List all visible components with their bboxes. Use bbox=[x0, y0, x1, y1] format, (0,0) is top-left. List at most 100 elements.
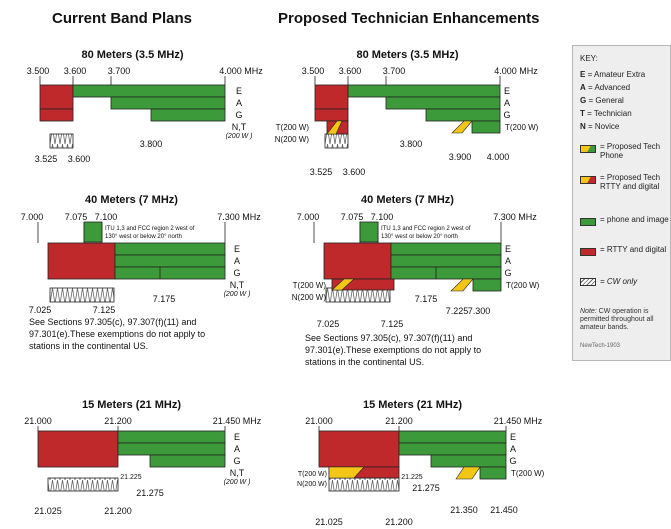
band-40m-tick-label: 7.075 bbox=[341, 212, 364, 222]
band-40m-license-label: G bbox=[233, 268, 240, 278]
band-80m-tick-label: 3.700 bbox=[108, 66, 131, 76]
rtty-segment bbox=[47, 242, 116, 280]
band-40m-footnote-line: stations in the continental US. bbox=[305, 357, 424, 367]
band-15m-bottom-label: 21.275 bbox=[136, 488, 164, 498]
band-80m-power-note: (200 W ) bbox=[226, 133, 253, 140]
band-15m-bottom-label: 21.225 bbox=[401, 474, 423, 481]
band-40m-bottom-label: 7.175 bbox=[153, 294, 176, 304]
cw-segment bbox=[328, 477, 400, 492]
band-80m-tick-label: 3.700 bbox=[383, 66, 406, 76]
proposed-rtty-segment bbox=[331, 278, 355, 291]
phone-segment bbox=[385, 96, 501, 110]
band-80m-tick-label: 3.500 bbox=[302, 66, 325, 76]
proposed-rtty-segment bbox=[326, 120, 343, 135]
itu-note: ITU 1,3 and FCC region 2 west of bbox=[105, 226, 195, 232]
band-40m-bottom-label: 7.125 bbox=[381, 319, 404, 329]
itu-segment bbox=[359, 221, 379, 243]
rtty-segment bbox=[314, 84, 349, 110]
phone-segment bbox=[390, 266, 502, 280]
band-15m-n-label: N(200 W) bbox=[297, 481, 327, 488]
band-40m-footnote-line: 97.301(e).These exemptions do not apply … bbox=[305, 345, 481, 355]
itu-note: 130° west or below 20° north bbox=[105, 234, 182, 240]
band-40m-bottom-label: 7.125 bbox=[93, 305, 116, 315]
band-15m-bottom-label: 21.200 bbox=[104, 506, 132, 516]
key-title: KEY: bbox=[580, 54, 598, 63]
key-license-technician: T = Technician bbox=[580, 109, 632, 118]
rtty-digital-swatch bbox=[580, 248, 596, 256]
proposed-plans-heading: Proposed Technician Enhancements bbox=[278, 10, 540, 27]
phone-image-swatch bbox=[580, 218, 596, 226]
band-80m-license-label: E bbox=[236, 86, 242, 96]
band-40m-license-label: G bbox=[504, 268, 511, 278]
key-license-novice: N = Novice bbox=[580, 122, 620, 131]
proposed-phone-segment bbox=[451, 120, 473, 134]
cw-segment bbox=[49, 133, 74, 149]
key-panel: KEY: E = Amateur Extra A = Advanced G = … bbox=[572, 45, 671, 361]
band-40m-title: 40 Meters (7 MHz) bbox=[85, 194, 178, 206]
band-40m-license-label: E bbox=[234, 244, 240, 254]
proposed-rtty-segment bbox=[328, 466, 365, 479]
band-40m-tick-label: 7.300 MHz bbox=[493, 212, 537, 222]
phone-segment bbox=[479, 466, 507, 480]
rtty-segment bbox=[39, 84, 74, 110]
band-15m-title: 15 Meters (21 MHz) bbox=[82, 399, 181, 411]
band-15m-license-label: G bbox=[233, 456, 240, 466]
proposed-phone-swatch bbox=[580, 145, 596, 153]
current-plans-heading: Current Band Plans bbox=[52, 10, 193, 27]
band-40m-bottom-label: 7.025 bbox=[317, 319, 340, 329]
band-15m-bottom-label: 21.350 bbox=[450, 505, 478, 515]
key-proposed-rtty: = Proposed Tech RTTY and digital bbox=[600, 173, 661, 191]
band-80m-license-label: G bbox=[503, 110, 510, 120]
phone-segment bbox=[425, 108, 501, 122]
proposed-phone-segment bbox=[450, 278, 474, 292]
phone-segment bbox=[390, 254, 502, 268]
key-license-extra: E = Amateur Extra bbox=[580, 70, 646, 79]
band-15m-bottom-label: 21.225 bbox=[120, 474, 142, 481]
band-40m-title: 40 Meters (7 MHz) bbox=[361, 194, 454, 206]
band-80m-bottom-label: 3.800 bbox=[140, 139, 163, 149]
band-15m-license-label: G bbox=[509, 456, 516, 466]
proposed-rtty-swatch bbox=[580, 176, 596, 184]
phone-segment bbox=[117, 430, 226, 444]
band-80m-title: 80 Meters (3.5 MHz) bbox=[81, 49, 183, 61]
phone-segment bbox=[347, 84, 501, 98]
cw-only-swatch bbox=[580, 278, 596, 286]
band-15m-license-label: A bbox=[234, 444, 240, 454]
phone-segment bbox=[472, 278, 502, 292]
band-80m-bottom-label: 3.900 bbox=[449, 152, 472, 162]
band-80m-bottom-label: 3.600 bbox=[68, 154, 91, 164]
phone-segment bbox=[150, 108, 226, 122]
phone-segment bbox=[117, 442, 226, 456]
cw-segment bbox=[47, 477, 119, 492]
key-note: Note: CW operation is permitted througho… bbox=[580, 308, 654, 331]
band-40m-license-label: A bbox=[234, 256, 240, 266]
rtty-segment bbox=[37, 430, 119, 468]
band-40m-footnote-line: 97.301(e).These exemptions do not apply … bbox=[29, 329, 205, 339]
band-40m-bottom-label: 7.225 bbox=[446, 306, 469, 316]
band-40m-license-label: E bbox=[505, 244, 511, 254]
phone-segment bbox=[110, 96, 226, 110]
band-15m-bottom-label: 21.200 bbox=[385, 517, 413, 527]
band-40m-tick-label: 7.000 bbox=[21, 212, 44, 222]
phone-segment bbox=[390, 242, 502, 256]
key-tag: NewTech-1903 bbox=[580, 343, 621, 349]
band-15m-bottom-label: 21.275 bbox=[412, 483, 440, 493]
band-80m-bottom-label: 3.525 bbox=[35, 154, 58, 164]
band-40m-footnote-line: See Sections 97.305(c), 97.307(f)(11) an… bbox=[305, 333, 472, 343]
key-cw-only: = CW only bbox=[600, 277, 638, 286]
phone-segment bbox=[398, 442, 507, 456]
phone-segment bbox=[430, 454, 507, 468]
proposed-phone-segment bbox=[455, 466, 481, 480]
band-80m-license-label: G bbox=[235, 110, 242, 120]
band-15m-license-label: N,T bbox=[230, 468, 245, 478]
band-plan-diagram: 80 Meters (3.5 MHz) 3.500 3.600 3.700 4.000 … bbox=[21, 49, 545, 527]
key-phone-image: = phone and image bbox=[600, 215, 669, 224]
band-80m-tick-label: 4.000 MHz bbox=[219, 66, 263, 76]
cw-segment bbox=[324, 133, 349, 149]
band-15m-bottom-label: 21.025 bbox=[34, 506, 62, 516]
band-15m-t-label: T(200 W) bbox=[298, 471, 327, 478]
band-80m-license-label: N,T bbox=[232, 122, 247, 132]
phone-segment bbox=[398, 430, 507, 444]
band-15m-tick-label: 21.200 bbox=[104, 416, 132, 426]
band-40m-bottom-label: 7.025 bbox=[29, 305, 52, 315]
